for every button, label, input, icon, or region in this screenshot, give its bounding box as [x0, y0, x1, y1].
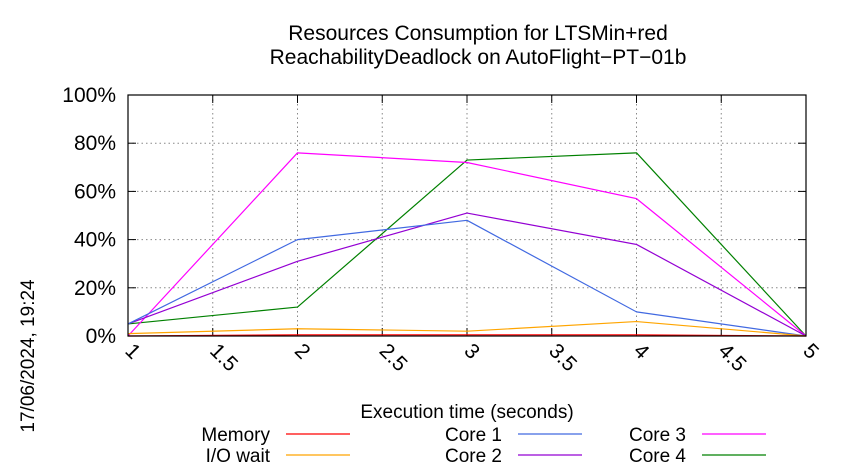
y-tick-label: 40% [74, 229, 116, 252]
y-tick-label: 80% [74, 132, 116, 155]
series-line-i-o-wait [127, 320, 807, 337]
x-tick-label: 5 [798, 339, 823, 364]
y-tick-label: 100% [62, 84, 116, 107]
timestamp-label: 17/06/2024, 19:24 [18, 279, 39, 433]
legend-label-core-2: Core 2 [445, 446, 502, 467]
x-tick-label: 2 [290, 339, 315, 364]
series-line-memory [127, 334, 807, 337]
legend-label-core-4: Core 4 [629, 446, 686, 467]
x-tick-label: 4 [629, 339, 654, 364]
y-tick-label: 60% [74, 180, 116, 203]
y-tick-label: 0% [86, 325, 116, 348]
x-tick-label: 4.5 [714, 339, 751, 376]
x-axis-label: Execution time (seconds) [360, 402, 573, 423]
x-tick-label: 2.5 [375, 339, 412, 376]
series-line-core-1 [127, 219, 807, 337]
y-tick-label: 20% [74, 277, 116, 300]
chart-title-line-2: ReachabilityDeadlock on AutoFlight−PT−01… [270, 46, 687, 69]
legend-label-core-3: Core 3 [629, 425, 686, 446]
series-line-core-4 [127, 152, 807, 337]
chart-title-line-1: Resources Consumption for LTSMin+red [288, 22, 668, 45]
x-tick-label: 3.5 [544, 339, 581, 376]
series-line-core-2 [127, 212, 807, 337]
legend-label-core-1: Core 1 [445, 425, 502, 446]
plot-frame [127, 94, 807, 337]
series-line-core-3 [127, 152, 807, 337]
x-tick-label: 1.5 [205, 339, 242, 376]
grid [128, 95, 806, 336]
legend-label-i-o-wait: I/O wait [206, 446, 271, 467]
legend-label-memory: Memory [201, 425, 270, 446]
x-tick-label: 3 [459, 339, 484, 364]
x-tick-label: 1 [120, 339, 145, 364]
x-axis: 1 1.5 2 2.5 3 3.5 4 4.5 5 [120, 95, 823, 376]
series-lines [127, 152, 807, 337]
